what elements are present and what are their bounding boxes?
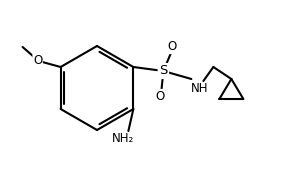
Text: NH₂: NH₂ — [112, 132, 135, 146]
Text: S: S — [159, 64, 168, 77]
Text: O: O — [168, 41, 177, 54]
Text: O: O — [156, 89, 165, 102]
Text: NH: NH — [191, 82, 209, 95]
Text: O: O — [33, 54, 42, 66]
